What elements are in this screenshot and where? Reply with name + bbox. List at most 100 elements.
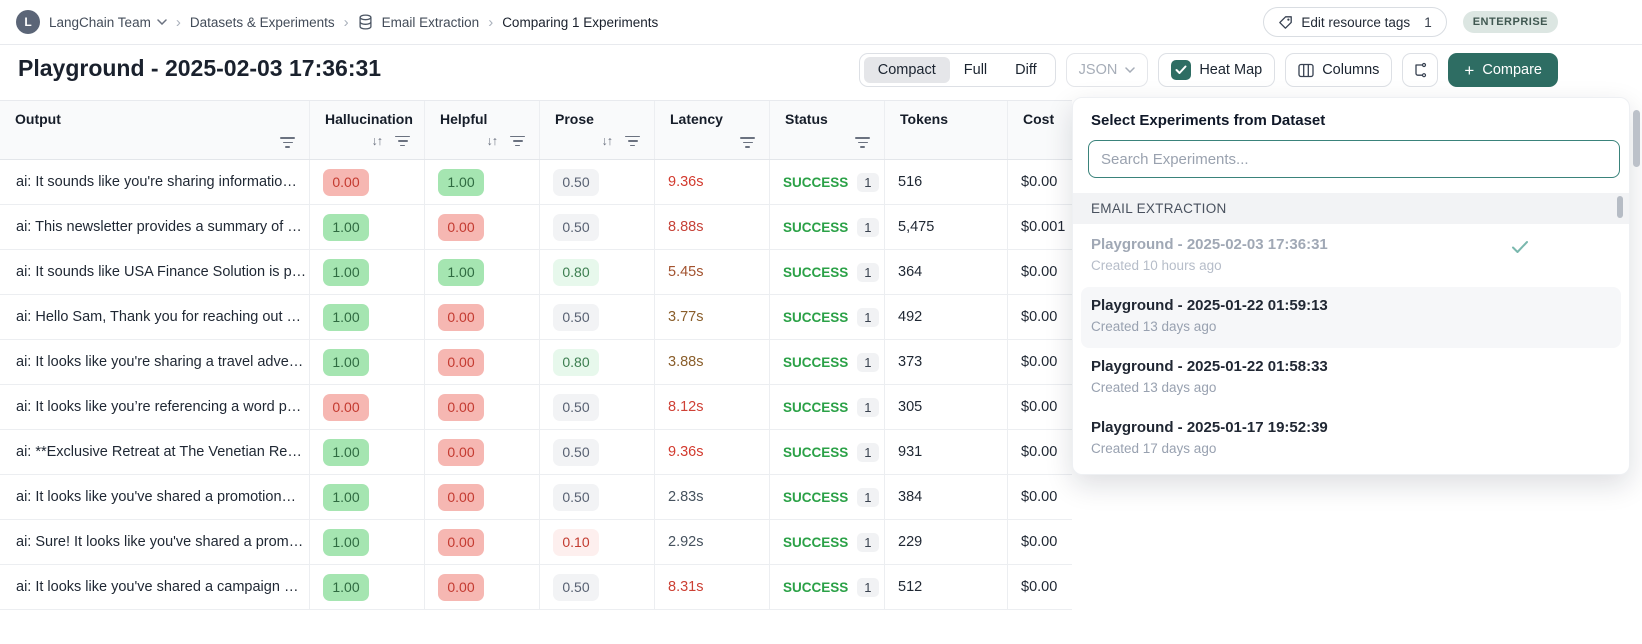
status-count-badge: 1 [857,307,879,327]
column-header[interactable]: Prose ↓↑ [540,101,655,159]
prose-score-badge: 0.50 [553,303,599,331]
status-count-badge: 1 [857,487,879,507]
org-avatar[interactable]: L [16,10,40,34]
json-format-dropdown[interactable]: JSON [1065,53,1149,87]
column-header[interactable]: Tokens ↓↑ [885,101,1008,159]
experiment-list: Playground - 2025-02-03 17:36:31 Created… [1073,226,1629,470]
view-mode-button[interactable]: Full [963,62,988,78]
tokens-value: 492 [885,295,1008,339]
enterprise-plan-badge: ENTERPRISE [1462,11,1558,33]
latency-value: 2.83s [668,489,704,505]
filter-icon[interactable] [280,137,295,148]
column-header[interactable]: Output ↓↑ [0,101,310,159]
heat-map-toggle[interactable]: Heat Map [1158,53,1276,87]
table-row[interactable]: ai: It sounds like USA Finance Solution … [0,250,1072,295]
output-cell-text: ai: It looks like you've shared a promot… [16,489,297,505]
sort-icon[interactable]: ↓↑ [371,134,383,148]
latency-value: 8.12s [668,399,704,415]
table-row[interactable]: ai: It looks like you've shared a campai… [0,565,1072,610]
column-header[interactable]: Status ↓↑ [770,101,885,159]
search-experiments-input[interactable] [1088,140,1620,178]
latency-value: 8.88s [668,219,704,235]
breadcrumb-datasets[interactable]: Datasets & Experiments [189,14,335,30]
sort-icon[interactable]: ↓↑ [601,134,613,148]
page-scrollbar-thumb[interactable] [1633,110,1640,167]
selected-check-icon [1511,240,1529,254]
table-row[interactable]: ai: It sounds like you're sharing inform… [0,160,1072,205]
filter-icon[interactable] [510,135,525,147]
cost-value: $0.00 [1021,309,1058,325]
tokens-value: 384 [885,475,1008,519]
status-label: SUCCESS [783,354,849,370]
view-mode-button[interactable]: Compact [863,57,950,83]
cost-value: $0.00 [1021,489,1058,505]
output-cell-text: ai: This newsletter provides a summary o… [16,219,302,235]
list-scrollbar-thumb[interactable] [1617,196,1623,218]
latency-value: 9.36s [668,444,704,460]
view-mode-button[interactable]: Diff [1015,62,1037,78]
filter-icon[interactable] [395,135,410,147]
experiment-created-ago: Created 10 hours ago [1091,258,1222,273]
tokens-value: 931 [885,430,1008,474]
filter-icon[interactable] [740,137,755,148]
table-row[interactable]: ai: Sure! It looks like you've shared a … [0,520,1072,565]
breadcrumb-dataset-name[interactable]: Email Extraction [381,14,480,30]
cost-value: $0.00 [1021,534,1058,550]
table-row[interactable]: ai: Hello Sam, Thank you for reaching ou… [0,295,1072,340]
column-header[interactable]: Cost ↓↑ [1008,101,1072,159]
experiment-list-item[interactable]: Playground - 2025-01-22 01:58:33 Created… [1073,348,1629,409]
columns-button[interactable]: Columns [1285,53,1393,87]
tokens-value: 5,475 [885,205,1008,249]
table-header-row: Output ↓↑ Hallucination ↓↑ Helpful ↓↑ [0,100,1072,160]
filter-icon[interactable] [625,135,640,147]
table-row[interactable]: ai: It looks like you've shared a promot… [0,475,1072,520]
cost-value: $0.00 [1021,354,1058,370]
filter-icon[interactable] [855,137,870,148]
experiment-list-item[interactable]: Playground - 2025-01-22 01:59:13 Created… [1081,287,1621,348]
edit-resource-tags-button[interactable]: Edit resource tags 1 [1263,7,1447,37]
toolbar: Compact Full Diff JSON Heat Map Columns … [858,53,1558,87]
hierarchy-view-button[interactable] [1402,53,1439,87]
experiment-list-item[interactable]: Playground - 2025-01-17 19:52:39 Created… [1073,409,1629,470]
column-header[interactable]: Hallucination ↓↑ [310,101,425,159]
prose-score-badge: 0.10 [553,528,599,556]
sort-icon[interactable]: ↓↑ [486,134,498,148]
prose-score-badge: 0.50 [553,438,599,466]
table-row[interactable]: ai: It looks like you're sharing a trave… [0,340,1072,385]
experiment-created-ago: Created 13 days ago [1091,319,1217,334]
compare-button[interactable]: + Compare [1448,53,1558,87]
status-label: SUCCESS [783,219,849,235]
prose-score-badge: 0.80 [553,348,599,376]
hallucination-score-badge: 1.00 [323,573,369,601]
experiment-list-item[interactable]: Playground - 2025-02-03 17:36:31 Created… [1073,226,1629,287]
column-header[interactable]: Latency ↓↑ [655,101,770,159]
hallucination-score-badge: 1.00 [323,303,369,331]
helpful-score-badge: 1.00 [438,258,484,286]
edit-resource-tags-label: Edit resource tags [1301,14,1411,30]
status-label: SUCCESS [783,309,849,325]
helpful-score-badge: 0.00 [438,393,484,421]
column-header-label: Hallucination [325,111,413,127]
status-label: SUCCESS [783,489,849,505]
column-header[interactable]: Helpful ↓↑ [425,101,540,159]
helpful-score-badge: 0.00 [438,483,484,511]
columns-label: Columns [1322,62,1380,78]
status-count-badge: 1 [857,577,879,597]
prose-score-badge: 0.80 [553,258,599,286]
helpful-score-badge: 0.00 [438,528,484,556]
team-switcher[interactable]: LangChain Team [49,15,167,30]
latency-value: 3.77s [668,309,704,325]
status-count-badge: 1 [857,532,879,552]
table-row[interactable]: ai: It looks like you’re referencing a w… [0,385,1072,430]
output-cell-text: ai: Hello Sam, Thank you for reaching ou… [16,309,302,325]
cost-value: $0.001 [1021,219,1066,235]
table-row[interactable]: ai: **Exclusive Retreat at The Venetian … [0,430,1072,475]
heat-map-checkbox[interactable] [1171,60,1192,80]
tag-icon [1278,15,1293,30]
prose-score-badge: 0.50 [553,168,599,196]
output-cell-text: ai: It looks like you're sharing a trave… [16,354,304,370]
table-row[interactable]: ai: This newsletter provides a summary o… [0,205,1072,250]
column-header-label: Tokens [900,111,948,127]
status-count-badge: 1 [857,217,879,237]
prose-score-badge: 0.50 [553,483,599,511]
